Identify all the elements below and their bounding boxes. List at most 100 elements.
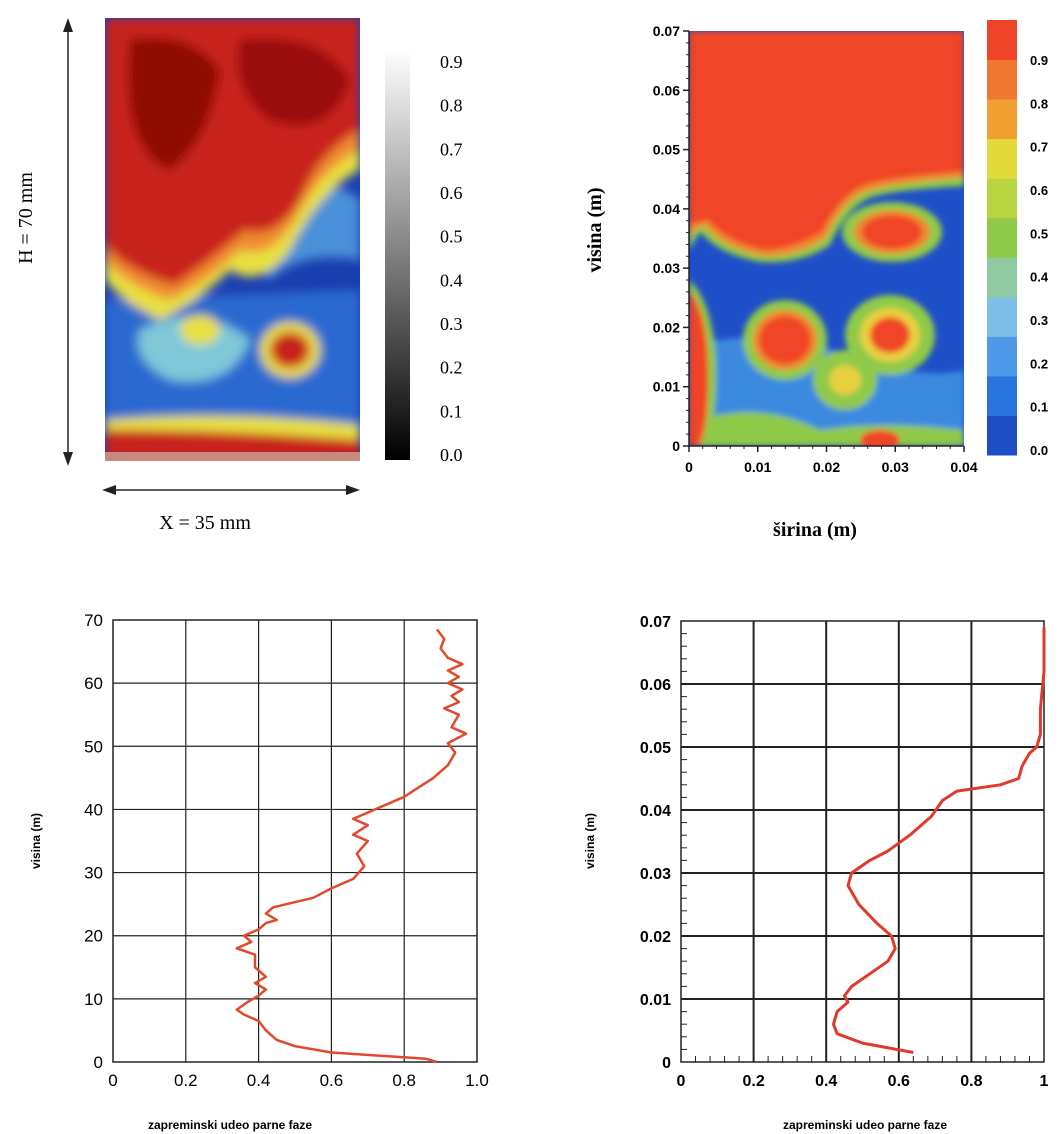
experiment-profile-ticks: 0 0.2 0.4 0.6 0.8 1.0 0 10 20 30 40 50 60 70 [84, 611, 489, 1090]
simulation-colorbar-ticks: 0.0 0.1 0.2 0.3 0.4 0.5 0.6 0.7 0.8 0.9 [1030, 53, 1049, 458]
simulation-profile-y-tick-label-5: 0.05 [640, 740, 671, 757]
simulation-profile-plot: 0 0.2 0.4 0.6 0.8 1 0 0.01 0.02 0.03 0.04 0.05 0.06 0… [583, 614, 1049, 1132]
experiment-colorbar-tick-3: 0.3 [440, 314, 463, 334]
experiment-profile-x-tick-label-4: 0.8 [392, 1071, 416, 1090]
experiment-colorbar-tick-1: 0.1 [440, 401, 463, 421]
width-label: X = 35 mm [159, 512, 251, 534]
simulation-colorbar-tick-9: 0.9 [1030, 53, 1048, 68]
simulation-y-tick-label-1: 0.01 [653, 379, 680, 395]
height-arrow-top-head [63, 18, 73, 32]
simulation-x-tick-label-4: 0.04 [950, 459, 977, 475]
experiment-profile-x-label: zapreminski udeo parne faze [148, 1118, 312, 1132]
simulation-profile-x-tick-label-5: 1 [1040, 1073, 1049, 1090]
experiment-profile-y-tick-label-2: 20 [84, 927, 103, 946]
experiment-panel: H = 70 mm X = 35 mm 0.0 0.1 0.2 0.3 0.4 0.5 0.… [15, 18, 463, 534]
simulation-x-tick-label-2: 0.02 [813, 459, 840, 475]
simulation-panel: 00.010.020.030.040.050.060.07 0 0.01 0.02 0… [584, 20, 1049, 541]
experiment-colorbar-tick-0: 0.0 [440, 445, 463, 465]
simulation-colorbar-tick-4: 0.4 [1030, 270, 1049, 285]
simulation-y-ticks: 0 0.01 0.02 0.03 0.04 0.05 0.06 0.07 [653, 23, 689, 454]
experiment-colorbar [385, 50, 410, 460]
simulation-y-tick-label-0: 0 [672, 438, 680, 454]
simulation-profile-y-tick-label-4: 0.04 [640, 803, 671, 820]
experiment-profile-x-tick-label-0: 0 [108, 1071, 117, 1090]
simulation-colorbar-tick-3: 0.3 [1030, 313, 1048, 328]
experiment-profile-frame [112, 619, 478, 1063]
simulation-colorbar-step-6 [987, 178, 1017, 219]
height-arrow-bottom-head [63, 452, 73, 466]
simulation-x-label: širina (m) [773, 519, 857, 541]
experiment-profile-y-tick-label-4: 40 [84, 800, 103, 819]
simulation-colorbar-tick-0: 0.0 [1030, 443, 1048, 458]
simulation-colorbar-step-8 [987, 99, 1017, 140]
simulation-profile-x-label: zapreminski udeo parne faze [783, 1118, 947, 1132]
simulation-profile-y-tick-label-2: 0.02 [640, 929, 671, 946]
experiment-colorbar-ticks: 0.0 0.1 0.2 0.3 0.4 0.5 0.6 0.7 0.8 0.9 [440, 52, 463, 465]
height-label: H = 70 mm [15, 172, 37, 264]
experiment-heatmap [105, 18, 360, 461]
width-arrow-right-head [346, 485, 360, 495]
simulation-y-tick-label-2: 0.02 [653, 319, 680, 335]
simulation-y-tick-label-3: 0.03 [653, 260, 680, 276]
experiment-profile-grid [113, 620, 477, 1062]
experiment-profile-y-tick-label-1: 10 [84, 990, 103, 1009]
experiment-profile-x-tick-label-2: 0.4 [247, 1071, 271, 1090]
experiment-profile-line [235, 628, 468, 1064]
simulation-colorbar-step-1 [987, 375, 1017, 416]
simulation-profile-x-tick-label-2: 0.4 [815, 1073, 837, 1090]
simulation-y-tick-label-5: 0.05 [653, 142, 680, 158]
simulation-heatmap [689, 31, 964, 446]
simulation-profile-y-tick-label-0: 0 [662, 1055, 671, 1072]
experiment-profile-y-tick-label-5: 50 [84, 737, 103, 756]
simulation-y-label: visina (m) [584, 188, 606, 273]
simulation-x-tick-label-1: 0.01 [744, 459, 771, 475]
simulation-profile-y-tick-label-7: 0.07 [640, 614, 671, 631]
simulation-y-tick-label-7: 0.07 [653, 23, 680, 39]
simulation-colorbar [987, 20, 1017, 456]
simulation-profile-x-tick-label-0: 0 [677, 1073, 686, 1090]
simulation-x-tick-label-0: 0 [685, 459, 693, 475]
experiment-colorbar-tick-4: 0.4 [440, 270, 463, 290]
simulation-y-tick-label-6: 0.06 [653, 82, 680, 98]
experiment-colorbar-tick-8: 0.8 [440, 96, 463, 116]
simulation-colorbar-step-4 [987, 257, 1017, 298]
experiment-colorbar-tick-2: 0.2 [440, 358, 463, 378]
simulation-colorbar-step-9 [987, 59, 1017, 100]
experiment-profile-x-tick-label-3: 0.6 [320, 1071, 344, 1090]
simulation-colorbar-step-0 [987, 415, 1017, 456]
simulation-colorbar-tick-1: 0.1 [1030, 400, 1048, 415]
simulation-profile-y-tick-label-6: 0.06 [640, 677, 671, 694]
simulation-x-ticks: 0 0.01 0.02 0.03 0.04 [685, 446, 978, 475]
experiment-profile-y-tick-label-0: 0 [94, 1053, 103, 1072]
experiment-profile-x-tick-label-5: 1.0 [465, 1071, 489, 1090]
simulation-profile-line [832, 627, 1046, 1054]
experiment-profile-y-label: visina (m) [29, 813, 43, 869]
experiment-profile-y-tick-label-3: 30 [84, 864, 103, 883]
simulation-profile-grid [681, 621, 1044, 1062]
width-arrow-left-head [102, 485, 116, 495]
simulation-colorbar-step-3 [987, 296, 1017, 337]
simulation-profile-y-tick-label-3: 0.03 [640, 866, 671, 883]
experiment-profile-y-tick-label-6: 60 [84, 674, 103, 693]
simulation-colorbar-tick-6: 0.6 [1030, 183, 1048, 198]
experiment-colorbar-tick-5: 0.5 [440, 227, 463, 247]
simulation-colorbar-step-10 [987, 20, 1017, 61]
simulation-colorbar-tick-2: 0.2 [1030, 356, 1048, 371]
simulation-profile-ticks: 0 0.2 0.4 0.6 0.8 1 0 0.01 0.02 0.03 0.04 0.05 0.06 0… [640, 614, 1049, 1090]
simulation-profile-x-tick-label-1: 0.2 [742, 1073, 764, 1090]
experiment-profile-plot: 0 0.2 0.4 0.6 0.8 1.0 0 10 20 30 40 50 60 70 zapremin… [29, 611, 489, 1132]
simulation-colorbar-step-7 [987, 138, 1017, 179]
experiment-profile-x-tick-label-1: 0.2 [174, 1071, 198, 1090]
simulation-colorbar-tick-8: 0.8 [1030, 96, 1048, 111]
simulation-profile-x-tick-label-3: 0.6 [888, 1073, 910, 1090]
simulation-colorbar-tick-5: 0.5 [1030, 226, 1048, 241]
experiment-colorbar-tick-7: 0.7 [440, 139, 463, 159]
simulation-profile-frame [680, 620, 1045, 1063]
simulation-colorbar-step-2 [987, 336, 1017, 377]
experiment-colorbar-tick-6: 0.6 [440, 183, 463, 203]
simulation-x-tick-label-3: 0.03 [882, 459, 909, 475]
simulation-y-tick-label-4: 0.04 [653, 201, 680, 217]
simulation-colorbar-tick-7: 0.7 [1030, 140, 1048, 155]
simulation-profile-y-tick-label-1: 0.01 [640, 992, 671, 1009]
